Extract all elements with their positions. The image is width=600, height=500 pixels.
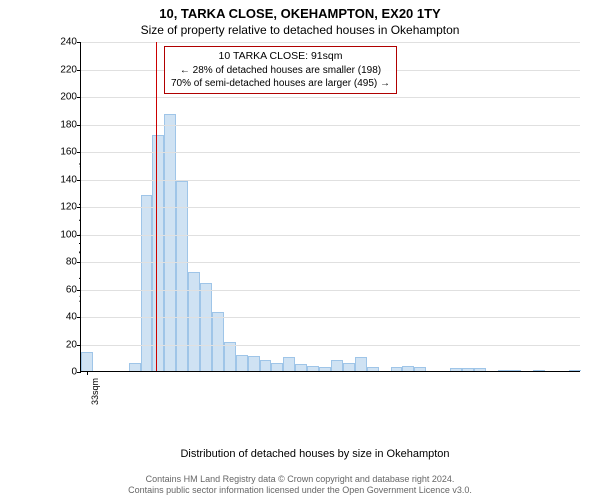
plot-area: Number of detached properties 0204060801…: [50, 42, 580, 412]
annotation-line-3: 70% of semi-detached houses are larger (…: [171, 77, 390, 90]
histogram-bar: [200, 283, 212, 371]
y-tick-label: 40: [53, 312, 77, 323]
y-tick-mark: [77, 152, 81, 153]
reference-line: [156, 42, 157, 371]
footer-attribution: Contains HM Land Registry data © Crown c…: [0, 474, 600, 496]
histogram-bar: [510, 370, 522, 371]
y-tick-mark: [77, 290, 81, 291]
y-tick-mark: [77, 180, 81, 181]
histogram-bar: [319, 367, 331, 371]
y-tick-label: 60: [53, 284, 77, 295]
histogram-bar: [81, 352, 93, 371]
histogram-bar: [569, 370, 581, 371]
footer-line-1: Contains HM Land Registry data © Crown c…: [0, 474, 600, 485]
y-tick-mark: [77, 262, 81, 263]
histogram-bar: [450, 368, 462, 371]
y-tick-mark: [77, 125, 81, 126]
histogram-bar: [331, 360, 343, 371]
histogram-bar: [295, 364, 307, 371]
histogram-bar: [402, 366, 414, 372]
histogram-bar: [271, 363, 283, 371]
y-tick-label: 120: [53, 202, 77, 213]
chart-title: 10, TARKA CLOSE, OKEHAMPTON, EX20 1TY: [0, 0, 600, 21]
y-tick-label: 240: [53, 37, 77, 48]
y-tick-mark: [77, 70, 81, 71]
y-tick-label: 160: [53, 147, 77, 158]
histogram-bar: [248, 356, 260, 371]
histogram-bar: [236, 355, 248, 372]
histogram-bar: [283, 357, 295, 371]
histogram-bar: [367, 367, 379, 371]
histogram-bar: [462, 368, 474, 371]
annotation-box: 10 TARKA CLOSE: 91sqm← 28% of detached h…: [164, 46, 397, 94]
y-tick-mark: [77, 235, 81, 236]
footer-line-2: Contains public sector information licen…: [0, 485, 600, 496]
x-tick-mark: [87, 371, 88, 375]
y-tick-mark: [77, 97, 81, 98]
annotation-line-1: 10 TARKA CLOSE: 91sqm: [171, 50, 390, 64]
y-tick-label: 0: [53, 367, 77, 378]
chart-subtitle: Size of property relative to detached ho…: [0, 21, 600, 37]
x-tick-label: 33sqm: [90, 378, 100, 405]
histogram-bar: [307, 366, 319, 372]
x-axis-label: Distribution of detached houses by size …: [50, 448, 580, 460]
y-tick-mark: [77, 317, 81, 318]
histogram-bar: [343, 363, 355, 371]
y-tick-label: 220: [53, 64, 77, 75]
histogram-bar: [474, 368, 486, 371]
y-tick-label: 20: [53, 339, 77, 350]
histogram-bar: [188, 272, 200, 371]
histogram-bar: [260, 360, 272, 371]
histogram-bar: [533, 370, 545, 371]
histogram-bar: [498, 370, 510, 371]
y-tick-label: 80: [53, 257, 77, 268]
y-tick-label: 140: [53, 174, 77, 185]
y-tick-label: 100: [53, 229, 77, 240]
plot-region: 02040608010012014016018020022024033sqm10…: [80, 42, 580, 372]
y-tick-label: 180: [53, 119, 77, 130]
histogram-bar: [224, 342, 236, 371]
annotation-line-2: ← 28% of detached houses are smaller (19…: [171, 64, 390, 77]
histogram-bar: [176, 181, 188, 371]
histogram-bar: [414, 367, 426, 371]
y-tick-mark: [77, 345, 81, 346]
y-tick-mark: [77, 372, 81, 373]
y-tick-label: 200: [53, 92, 77, 103]
histogram-bar: [391, 367, 403, 371]
chart-container: 10, TARKA CLOSE, OKEHAMPTON, EX20 1TY Si…: [0, 0, 600, 500]
y-tick-mark: [77, 207, 81, 208]
histogram-bar: [212, 312, 224, 371]
y-tick-mark: [77, 42, 81, 43]
histogram-bar: [355, 357, 367, 371]
histogram-bar: [129, 363, 141, 371]
histogram-bar: [152, 135, 164, 372]
